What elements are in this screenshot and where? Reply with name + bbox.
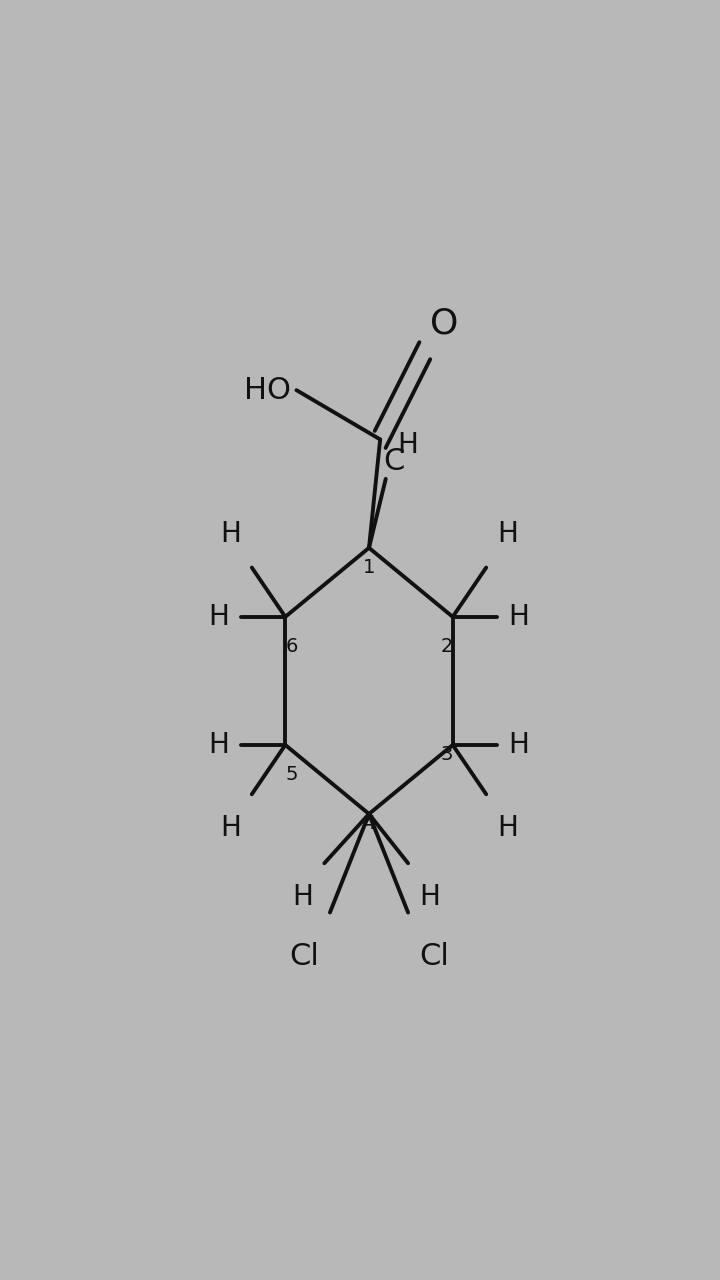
Text: Cl: Cl <box>289 942 319 972</box>
Text: H: H <box>508 731 529 759</box>
Text: 3: 3 <box>441 745 453 764</box>
Text: 4: 4 <box>363 814 375 833</box>
Text: 1: 1 <box>363 558 375 577</box>
Text: H: H <box>220 814 240 842</box>
Text: H: H <box>209 603 230 631</box>
Text: H: H <box>419 883 440 911</box>
Text: H: H <box>397 431 418 460</box>
Text: H: H <box>508 603 529 631</box>
Text: H: H <box>220 520 240 548</box>
Text: O: O <box>431 307 459 340</box>
Text: HO: HO <box>244 375 291 404</box>
Text: H: H <box>498 814 518 842</box>
Text: Cl: Cl <box>419 942 449 972</box>
Text: 2: 2 <box>441 636 453 655</box>
Text: H: H <box>498 520 518 548</box>
Text: H: H <box>209 731 230 759</box>
Text: 5: 5 <box>285 764 298 783</box>
Text: C: C <box>383 447 405 476</box>
Text: 6: 6 <box>285 636 297 655</box>
Text: H: H <box>292 883 313 911</box>
